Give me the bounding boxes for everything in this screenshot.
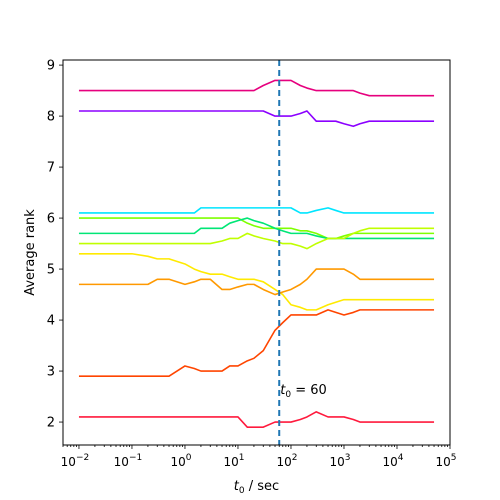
x-tick-label: 101 — [223, 453, 244, 469]
xlabel-t: t — [234, 479, 240, 494]
vline-annotation: t0 = 60 — [280, 383, 327, 400]
y-axis-ticks: 2 3 4 5 6 7 8 9 — [47, 59, 63, 431]
x-tick-label: 10−2 — [61, 453, 90, 469]
series-line-6 — [78, 227, 435, 250]
series-line-9 — [78, 309, 435, 377]
y-tick-label: 9 — [47, 59, 55, 74]
y-tick-label: 5 — [47, 263, 55, 278]
series-line-8 — [78, 268, 435, 296]
y-tick-label: 6 — [47, 212, 55, 227]
y-tick-label: 2 — [47, 416, 55, 431]
x-tick-label: 10−1 — [114, 453, 143, 469]
series-line-4 — [78, 217, 435, 240]
x-axis-label: t0 / sec — [234, 479, 279, 496]
xlabel-rest: / sec — [245, 479, 280, 494]
series-line-7 — [78, 252, 435, 311]
y-tick-label: 4 — [47, 314, 55, 329]
x-tick-label: 104 — [382, 453, 403, 469]
series-line-10 — [78, 411, 435, 428]
series-line-2 — [78, 110, 435, 128]
plot-frame — [62, 59, 451, 446]
annotation-sub: 0 — [285, 390, 291, 400]
x-tick-label: 105 — [435, 453, 456, 469]
annotation-text: = 60 — [291, 383, 327, 398]
x-tick-label: 102 — [276, 453, 297, 469]
x-axis-ticks: 10−2 10−1 100 101 102 103 104 105 — [61, 445, 457, 469]
series-line-3 — [78, 207, 435, 214]
xlabel-sub: 0 — [239, 486, 245, 496]
series-line-5 — [78, 217, 435, 240]
series-line-1 — [78, 79, 435, 97]
series-lines — [78, 79, 435, 428]
y-tick-label: 8 — [47, 110, 55, 125]
y-tick-label: 3 — [47, 365, 55, 380]
y-axis-label: Average rank — [23, 209, 38, 296]
y-tick-label: 7 — [47, 161, 55, 176]
x-tick-label: 100 — [170, 453, 191, 469]
x-tick-label: 103 — [329, 453, 350, 469]
annotation-t: t — [280, 383, 286, 398]
